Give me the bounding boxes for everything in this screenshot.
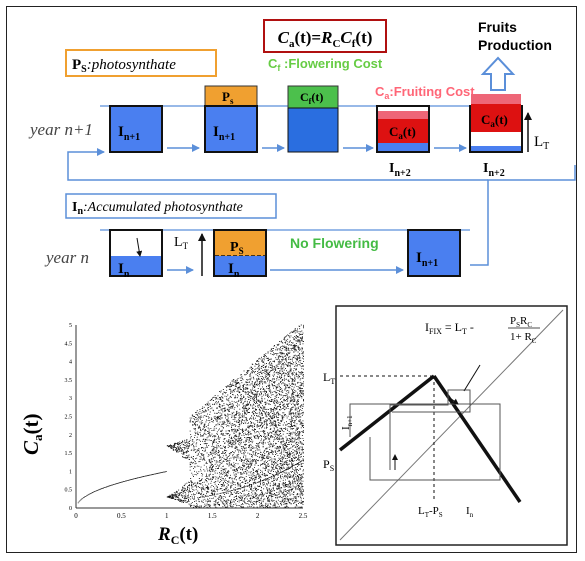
in-legend: In:Accumulated photosynthate (65, 193, 277, 219)
bifurcation-points (77, 324, 304, 509)
ca-legend: Ca:Fruiting Cost (375, 84, 475, 101)
rm-xtick-label: LT-PS (418, 505, 443, 519)
fruits-arrow-icon (480, 56, 516, 91)
bifurcation-ytick: 3.5 (65, 378, 73, 384)
rm-xaxis-label: In (466, 505, 474, 519)
box-ps-in: PS In (213, 229, 267, 280)
rm-ps-label: PS (323, 457, 334, 473)
box-in1-b: In+1 (407, 229, 461, 277)
bifurcation-ytick: 2.5 (65, 415, 73, 421)
box-in1-a: In+1 (109, 105, 163, 153)
cf-legend: Cf :Flowering Cost (268, 56, 383, 73)
bifurcation-ytick: 2 (69, 433, 72, 439)
fruits-line2: Production (478, 37, 552, 53)
rm-lt-label: LT (323, 370, 335, 386)
bifurcation-ytick: 1 (69, 469, 72, 475)
svg-text:Ca(t): Ca(t) (481, 112, 508, 129)
ifix-formula: IFIX = LT - (425, 320, 474, 336)
year-top-label: year n+1 (28, 120, 93, 139)
no-flowering-label: No Flowering (290, 235, 379, 251)
year-bottom-label: year n (44, 248, 89, 267)
bifurcation-xtick: 2 (256, 512, 260, 520)
svg-text:PS: PS (230, 240, 244, 256)
svg-text:In:Accumulated photosynthate: In:Accumulated photosynthate (72, 200, 243, 217)
bifurcation-ytick: 4 (69, 360, 72, 366)
bifurcation-xtick: 1 (165, 512, 169, 520)
bifurcation-xtick: 2.5 (299, 512, 308, 520)
bifurcation-ytick: 5 (69, 323, 72, 329)
bifurcation-x-ticks: 0 0.5 1 1.5 2 2.5 (74, 512, 308, 520)
ps-legend: PS:photosynthate (65, 49, 217, 77)
bifurcation-ytick: 1.5 (65, 451, 73, 457)
ifix-denominator: 1+ RC (510, 331, 537, 345)
box-ps-in1: Ps In+1 (204, 85, 258, 153)
return-map-plot: IFIX = LT - PSRC 1+ RC LT PS In+1 LT-PS … (323, 305, 568, 546)
fruits-production: Fruits Production (478, 19, 552, 91)
equation-box: Ca(t)=RCCf(t) (263, 19, 387, 53)
svg-text:In+2: In+2 (483, 161, 505, 179)
box-cf: Cf(t) (287, 85, 339, 153)
bifurcation-plot: 0 0.5 1 1.5 2 2.5 3 3.5 4 4.5 5 0 0.5 1 1.5 2 2.5 Ca(t)… (19, 323, 308, 547)
svg-text:LT: LT (534, 134, 549, 152)
bifurcation-ytick: 3 (69, 396, 72, 402)
bifurcation-xtick: 0.5 (117, 512, 126, 520)
box-in: In (109, 229, 163, 280)
svg-text:In+1: In+1 (416, 250, 438, 269)
svg-text:In: In (118, 261, 130, 280)
bifurcation-ytick: 0.5 (65, 488, 73, 494)
svg-text:In+1: In+1 (213, 124, 235, 143)
bifurcation-xlabel: RC(t) (157, 524, 198, 547)
loop-connector-left (67, 148, 120, 181)
bifurcation-ytick: 0 (69, 506, 72, 512)
svg-text:Ca(t)=RCCf(t): Ca(t)=RCCf(t) (278, 28, 373, 50)
svg-text:Ps: Ps (222, 89, 234, 106)
svg-text:In: In (228, 261, 240, 280)
svg-text:In+1: In+1 (118, 124, 140, 143)
bifurcation-ytick: 4.5 (65, 341, 73, 347)
ifix-numerator: PSRC (510, 315, 532, 329)
svg-text:In+2: In+2 (389, 161, 411, 179)
box-ca-in2-a: Ca(t) (376, 105, 430, 153)
svg-text:PS:photosynthate: PS:photosynthate (72, 57, 176, 75)
svg-text:Cf(t): Cf(t) (300, 90, 323, 106)
bifurcation-ylabel: Ca(t) (19, 413, 45, 455)
rm-yaxis-label: In+1 (340, 415, 354, 430)
bifurcation-y-ticks: 0 0.5 1 1.5 2 2.5 3 3.5 4 4.5 5 (65, 323, 73, 512)
bifurcation-xtick: 0 (74, 512, 78, 520)
svg-text:LT: LT (174, 235, 189, 251)
figure-frame (6, 6, 577, 553)
box-ca-in2-b: Ca(t) (469, 94, 523, 153)
svg-text:Ca(t): Ca(t) (389, 124, 416, 141)
fruits-line1: Fruits (478, 19, 517, 35)
bifurcation-xtick: 1.5 (208, 512, 217, 520)
bifurcation-point-cloud (77, 324, 304, 509)
